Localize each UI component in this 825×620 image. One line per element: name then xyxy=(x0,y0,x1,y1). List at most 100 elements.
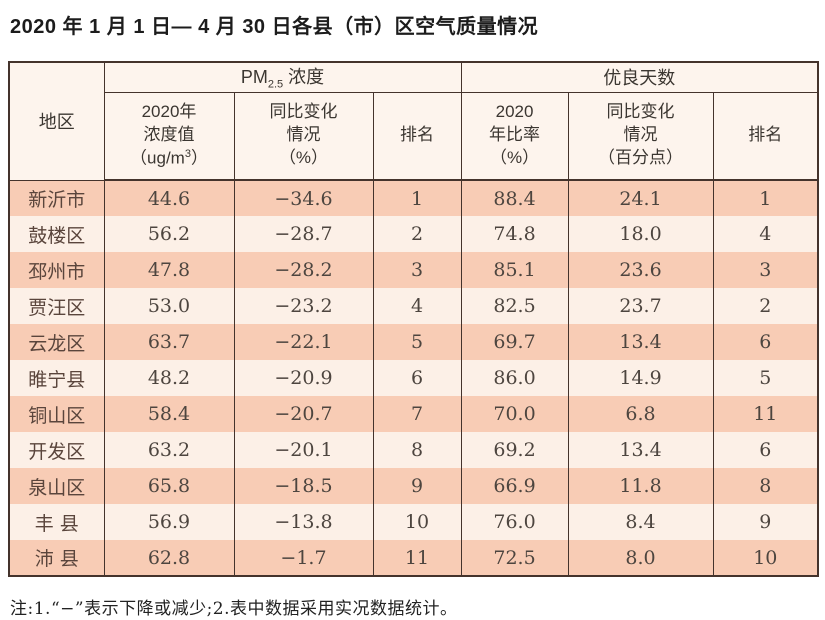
table-row: 开发区 63.2 −20.1 8 69.2 13.4 6 xyxy=(8,432,819,468)
pm-rank-cell: 2 xyxy=(372,216,462,252)
table-row: 云龙区 63.7 −22.1 5 69.7 13.4 6 xyxy=(8,324,819,360)
days-rank-cell: 10 xyxy=(712,540,819,576)
pm-value-cell: 58.4 xyxy=(103,396,235,432)
days-change-cell: 13.4 xyxy=(567,324,714,360)
pm-value-cell: 56.2 xyxy=(103,216,235,252)
table-row: 丰 县 56.9 −13.8 10 76.0 8.4 9 xyxy=(8,504,819,540)
pm-rank-cell: 11 xyxy=(372,540,462,576)
pm-change-cell: −20.7 xyxy=(233,396,374,432)
table-header: 地区 PM2.5 浓度 优良天数 2020年 浓度值 （ug/m3） 同比变化 … xyxy=(8,62,819,181)
region-cell: 睢宁县 xyxy=(8,360,105,396)
days-change-cell: 8.0 xyxy=(567,540,714,576)
pm-rank-cell: 5 xyxy=(372,324,462,360)
header-ratio-unit: （%） xyxy=(489,148,540,168)
region-cell: 沛 县 xyxy=(8,540,105,576)
region-cell: 开发区 xyxy=(8,432,105,468)
table-row: 泉山区 65.8 −18.5 9 66.9 11.8 8 xyxy=(8,468,819,504)
pm-value-cell: 44.6 xyxy=(103,180,235,216)
pm25-label-subscript: 2.5 xyxy=(267,79,284,92)
ratio-cell: 70.0 xyxy=(460,396,569,432)
header-group-row: 地区 PM2.5 浓度 优良天数 xyxy=(8,62,819,181)
header-pm-rank: 排名 xyxy=(372,92,462,181)
days-rank-cell: 8 xyxy=(712,468,819,504)
header-sub-row: 2020年 浓度值 （ug/m3） 同比变化 情况 （%） 排名 2020 年比… xyxy=(9,92,819,181)
header-pm-change-line1: 同比变化 xyxy=(269,102,338,122)
ratio-cell: 69.2 xyxy=(460,432,569,468)
region-cell: 铜山区 xyxy=(8,396,105,432)
page-title: 2020 年 1 月 1 日— 4 月 30 日各县（市）区空气质量情况 xyxy=(10,16,539,38)
days-rank-cell: 9 xyxy=(712,504,819,540)
ratio-cell: 85.1 xyxy=(460,252,569,288)
days-change-cell: 13.4 xyxy=(567,432,714,468)
pm-value-cell: 48.2 xyxy=(103,360,235,396)
ratio-cell: 66.9 xyxy=(460,468,569,504)
pm-rank-cell: 3 xyxy=(372,252,462,288)
ratio-cell: 74.8 xyxy=(460,216,569,252)
days-rank-cell: 5 xyxy=(712,360,819,396)
days-change-cell: 6.8 xyxy=(567,396,714,432)
header-concentration-line2: 浓度值 xyxy=(143,124,195,144)
pm-value-cell: 63.2 xyxy=(103,432,235,468)
pm-rank-cell: 8 xyxy=(372,432,462,468)
pm25-label-suffix: 浓度 xyxy=(283,67,325,88)
ratio-cell: 76.0 xyxy=(460,504,569,540)
table-body: 新沂市 44.6 −34.6 1 88.4 24.1 1 鼓楼区 56.2 −2… xyxy=(8,180,819,576)
days-change-cell: 23.6 xyxy=(567,252,714,288)
pm-change-cell: −34.6 xyxy=(233,180,374,216)
header-concentration-unit: （ug/m3） xyxy=(130,147,208,168)
pm-change-cell: −28.2 xyxy=(233,252,374,288)
region-cell: 云龙区 xyxy=(8,324,105,360)
header-pm-change-unit: （%） xyxy=(278,148,329,168)
pm-value-cell: 65.8 xyxy=(103,468,235,504)
pm-rank-cell: 7 xyxy=(372,396,462,432)
region-cell: 泉山区 xyxy=(8,468,105,504)
header-concentration-line1: 2020年 xyxy=(141,102,197,122)
days-change-cell: 24.1 xyxy=(567,180,714,216)
header-days-change: 同比变化 情况 （百分点） xyxy=(567,92,714,181)
days-rank-cell: 3 xyxy=(712,252,819,288)
pm-rank-cell: 4 xyxy=(372,288,462,324)
days-rank-cell: 6 xyxy=(712,324,819,360)
header-good-days-group: 优良天数 xyxy=(460,62,819,93)
region-cell: 新沂市 xyxy=(8,180,105,216)
region-cell: 贾汪区 xyxy=(8,288,105,324)
region-cell: 鼓楼区 xyxy=(8,216,105,252)
pm-value-cell: 62.8 xyxy=(103,540,235,576)
pm-change-cell: −20.9 xyxy=(233,360,374,396)
footnote: 注:1.“−”表示下降或减少;2.表中数据采用实况数据统计。 xyxy=(10,599,458,619)
days-rank-cell: 11 xyxy=(712,396,819,432)
days-change-cell: 23.7 xyxy=(567,288,714,324)
pm25-label-prefix: PM xyxy=(240,67,268,88)
header-pm25-group: PM2.5 浓度 xyxy=(103,62,462,93)
table-row: 新沂市 44.6 −34.6 1 88.4 24.1 1 xyxy=(8,180,819,216)
header-concentration: 2020年 浓度值 （ug/m3） xyxy=(103,92,235,181)
pm-value-cell: 56.9 xyxy=(103,504,235,540)
table-row: 鼓楼区 56.2 −28.7 2 74.8 18.0 4 xyxy=(8,216,819,252)
header-ratio-line2: 年比率 xyxy=(489,125,541,145)
header-days-change-line1: 同比变化 xyxy=(606,102,675,122)
pm-value-cell: 53.0 xyxy=(103,288,235,324)
days-change-cell: 14.9 xyxy=(567,360,714,396)
table-row: 贾汪区 53.0 −23.2 4 82.5 23.7 2 xyxy=(8,288,819,324)
header-ratio: 2020 年比率 （%） xyxy=(460,92,569,181)
pm-change-cell: −22.1 xyxy=(233,324,374,360)
header-pm-change-line2: 情况 xyxy=(286,125,321,145)
pm-change-cell: −18.5 xyxy=(233,468,374,504)
table-row: 邳州市 47.8 −28.2 3 85.1 23.6 3 xyxy=(8,252,819,288)
pm-change-cell: −23.2 xyxy=(233,288,374,324)
days-change-cell: 8.4 xyxy=(567,504,714,540)
ratio-cell: 69.7 xyxy=(460,324,569,360)
region-cell: 邳州市 xyxy=(8,252,105,288)
pm-value-cell: 63.7 xyxy=(103,324,235,360)
ratio-cell: 86.0 xyxy=(460,360,569,396)
days-rank-cell: 2 xyxy=(712,288,819,324)
pm-change-cell: −1.7 xyxy=(233,540,374,576)
region-cell: 丰 县 xyxy=(8,504,105,540)
table-row: 铜山区 58.4 −20.7 7 70.0 6.8 11 xyxy=(8,396,819,432)
header-days-change-line2: 情况 xyxy=(623,125,658,145)
pm-change-cell: −20.1 xyxy=(233,432,374,468)
ratio-cell: 72.5 xyxy=(460,540,569,576)
table-row: 沛 县 62.8 −1.7 11 72.5 8.0 10 xyxy=(8,540,819,576)
pm-rank-cell: 10 xyxy=(372,504,462,540)
